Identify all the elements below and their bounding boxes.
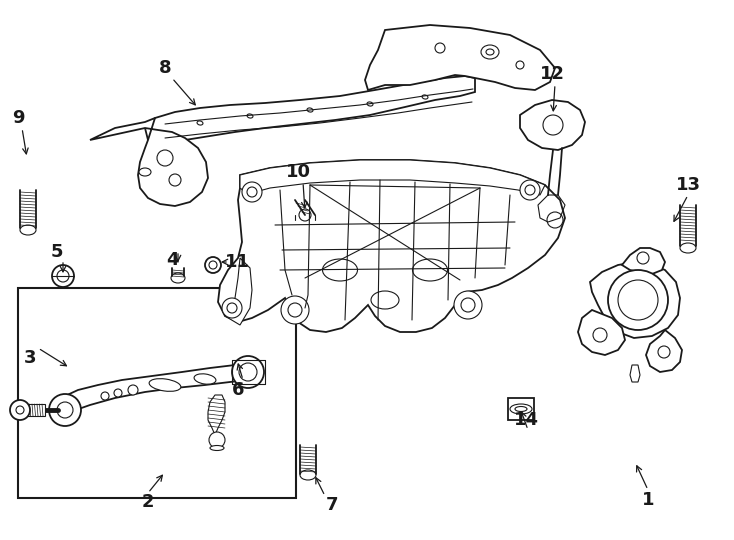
Ellipse shape [367, 102, 373, 106]
Circle shape [239, 363, 257, 381]
Circle shape [157, 150, 173, 166]
Circle shape [205, 257, 221, 273]
Circle shape [16, 406, 24, 414]
Text: 7: 7 [326, 496, 338, 514]
Ellipse shape [149, 379, 181, 392]
Circle shape [222, 298, 242, 318]
Polygon shape [520, 100, 585, 150]
Circle shape [525, 185, 535, 195]
Circle shape [288, 303, 302, 317]
Ellipse shape [210, 446, 224, 450]
Circle shape [281, 296, 309, 324]
Ellipse shape [481, 45, 499, 59]
Ellipse shape [680, 243, 696, 253]
Polygon shape [208, 395, 225, 435]
Bar [508, 398, 534, 420]
Ellipse shape [139, 168, 151, 176]
Circle shape [593, 328, 607, 342]
Circle shape [227, 303, 237, 313]
Text: 2: 2 [142, 493, 154, 511]
Ellipse shape [20, 225, 36, 235]
Circle shape [454, 291, 482, 319]
Circle shape [10, 400, 30, 420]
Ellipse shape [422, 95, 428, 99]
Polygon shape [55, 365, 248, 420]
Circle shape [435, 43, 445, 53]
Circle shape [49, 394, 81, 426]
Text: 10: 10 [286, 163, 310, 181]
Polygon shape [365, 25, 555, 90]
Text: 13: 13 [675, 176, 700, 194]
Text: 3: 3 [23, 349, 36, 367]
Ellipse shape [300, 470, 316, 480]
Ellipse shape [413, 259, 448, 281]
Bar [18, 288, 296, 498]
Polygon shape [145, 76, 475, 142]
Circle shape [520, 180, 540, 200]
Text: 4: 4 [166, 251, 178, 269]
Polygon shape [218, 160, 565, 332]
Text: 9: 9 [12, 109, 24, 127]
Ellipse shape [171, 273, 185, 283]
Ellipse shape [194, 374, 216, 384]
Text: 14: 14 [514, 411, 539, 429]
Ellipse shape [486, 49, 494, 55]
Circle shape [547, 212, 563, 228]
Ellipse shape [510, 404, 532, 414]
Circle shape [128, 385, 138, 395]
Circle shape [608, 270, 668, 330]
Circle shape [57, 270, 69, 282]
Ellipse shape [307, 108, 313, 112]
Polygon shape [225, 258, 252, 325]
Polygon shape [590, 262, 680, 338]
Polygon shape [90, 118, 208, 206]
Polygon shape [240, 160, 545, 195]
Circle shape [247, 187, 257, 197]
Text: 12: 12 [539, 65, 564, 83]
Ellipse shape [322, 259, 357, 281]
Circle shape [101, 392, 109, 400]
Circle shape [52, 265, 74, 287]
Text: 8: 8 [159, 59, 171, 77]
Ellipse shape [247, 114, 253, 118]
Circle shape [461, 298, 475, 312]
Polygon shape [630, 365, 640, 382]
Ellipse shape [299, 209, 311, 221]
Polygon shape [622, 248, 665, 274]
Ellipse shape [515, 407, 527, 411]
Circle shape [618, 280, 658, 320]
Circle shape [209, 432, 225, 448]
Circle shape [114, 389, 122, 397]
Circle shape [209, 261, 217, 269]
Text: 11: 11 [225, 253, 250, 271]
Circle shape [543, 115, 563, 135]
Circle shape [57, 402, 73, 418]
Circle shape [242, 182, 262, 202]
Text: 6: 6 [232, 381, 244, 399]
Circle shape [637, 252, 649, 264]
Circle shape [658, 346, 670, 358]
Circle shape [516, 61, 524, 69]
Ellipse shape [197, 121, 203, 125]
Circle shape [232, 356, 264, 388]
Ellipse shape [371, 291, 399, 309]
Text: 1: 1 [642, 491, 654, 509]
Polygon shape [646, 330, 682, 372]
Polygon shape [578, 310, 625, 355]
Circle shape [169, 174, 181, 186]
Polygon shape [25, 404, 45, 416]
Text: 5: 5 [51, 243, 63, 261]
